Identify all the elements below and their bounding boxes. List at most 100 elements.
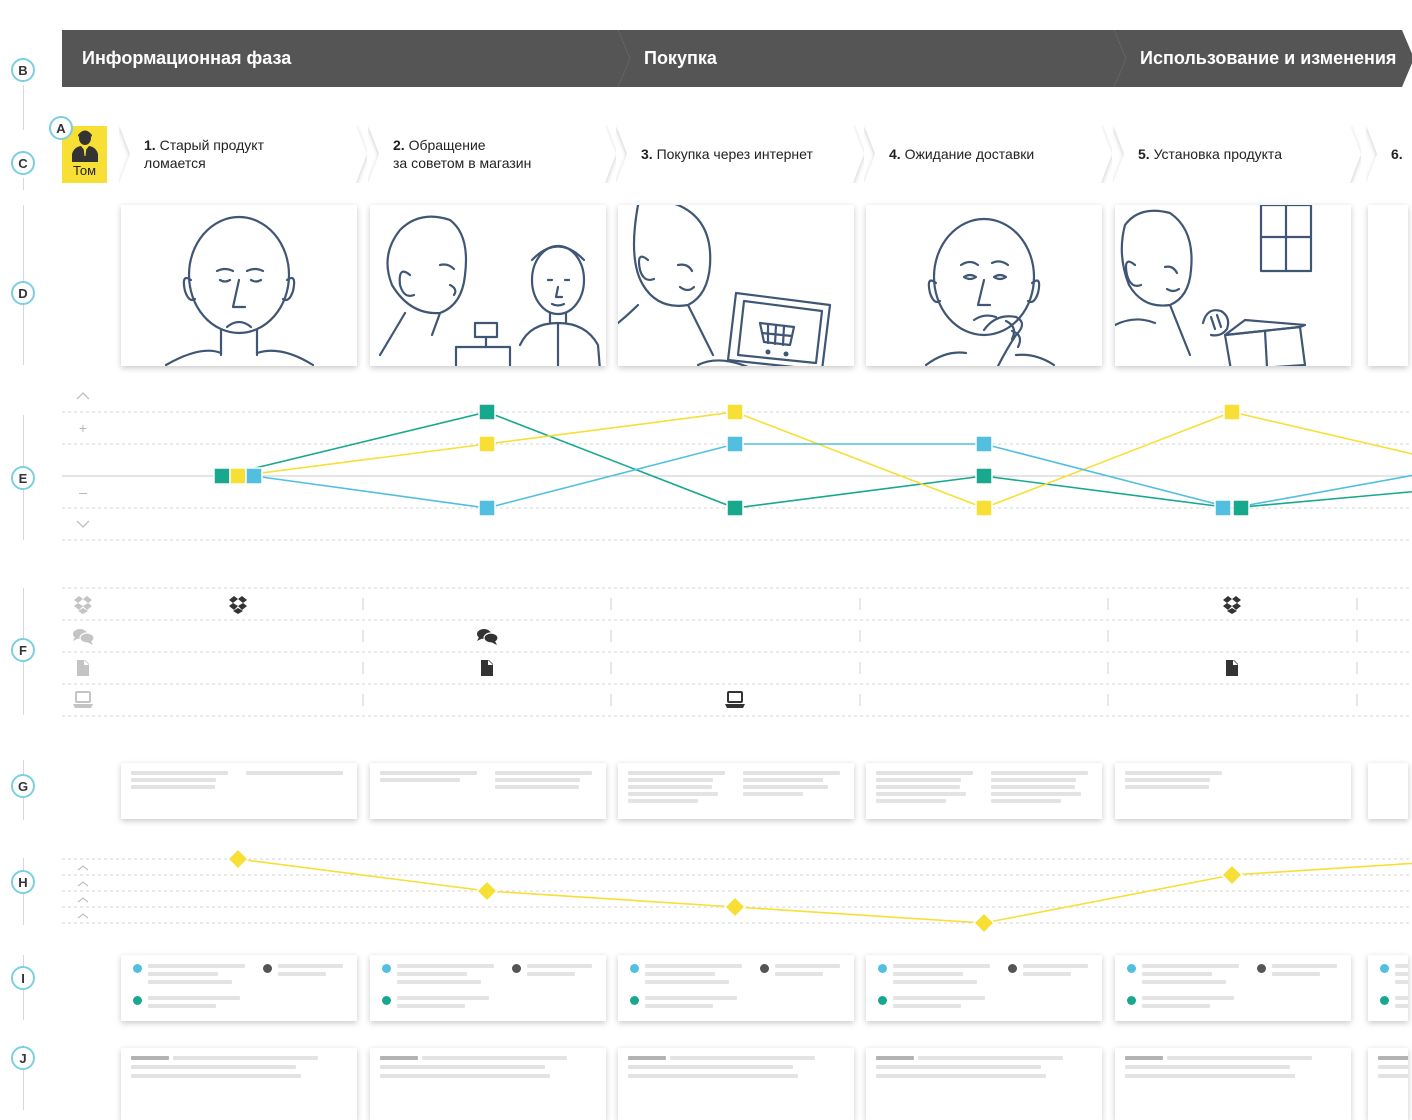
thinking-man-sketch	[924, 217, 1056, 366]
text-placeholder	[628, 1056, 666, 1060]
step-label: Покупка через интернет	[656, 146, 813, 162]
text-placeholder	[1125, 1056, 1163, 1060]
opportunity-card	[618, 1048, 854, 1120]
rating-point	[1220, 863, 1244, 887]
text-placeholder	[775, 972, 823, 976]
step-1: 1. Старый продукт ломается	[119, 125, 367, 183]
stakeholder-card	[618, 955, 854, 1021]
text-placeholder	[991, 785, 1075, 789]
man-unpacking-box-sketch	[1115, 205, 1313, 366]
text-placeholder	[148, 996, 240, 1000]
row-divider-b	[23, 85, 24, 130]
text-placeholder	[1142, 1004, 1210, 1008]
illustration-card	[370, 205, 606, 366]
step-number: 1.	[144, 137, 156, 153]
text-placeholder	[670, 1056, 815, 1060]
step-number: 5.	[1138, 146, 1150, 162]
row-marker-g: G	[11, 774, 35, 798]
text-placeholder	[991, 799, 1061, 803]
step-number: 4.	[889, 146, 901, 162]
chevron-up-icon	[77, 897, 89, 903]
text-placeholder	[645, 972, 715, 976]
text-placeholder	[1378, 1074, 1408, 1078]
opportunity-card	[370, 1048, 606, 1120]
text-placeholder	[1125, 1065, 1290, 1069]
person-suit-icon	[71, 130, 98, 162]
stakeholder-dot	[630, 996, 639, 1005]
emotion-line-blue	[253, 443, 1412, 509]
text-placeholder	[131, 778, 216, 782]
step-label: Обращение за советом в магазин	[393, 137, 532, 171]
text-placeholder	[380, 771, 477, 775]
text-placeholder	[278, 964, 343, 968]
step-title: 4. Ожидание доставки	[889, 145, 1034, 163]
text-placeholder	[397, 964, 494, 968]
stakeholder-card	[1115, 955, 1351, 1021]
stakeholder-dot	[382, 964, 391, 973]
row-marker-f: F	[11, 638, 35, 662]
text-placeholder	[495, 771, 592, 775]
text-placeholder	[991, 792, 1081, 796]
text-placeholder	[743, 771, 840, 775]
step-3: 3. Покупка через интернет	[616, 125, 864, 183]
text-placeholder	[628, 778, 713, 782]
text-placeholder	[397, 980, 481, 984]
text-placeholder	[1395, 980, 1408, 984]
chat-bubbles-icon	[477, 629, 499, 645]
text-placeholder	[876, 771, 973, 775]
text-placeholder	[743, 792, 803, 796]
text-placeholder	[645, 1004, 713, 1008]
text-placeholder	[148, 972, 218, 976]
row-marker-c: C	[11, 151, 35, 175]
emotion-line-teal	[221, 411, 1412, 509]
chevron-down-icon	[76, 520, 90, 528]
rating-point	[226, 847, 250, 871]
text-placeholder	[628, 1065, 793, 1069]
step-label: Ожидание доставки	[904, 146, 1035, 162]
chevron-up-icon	[77, 881, 89, 887]
stakeholder-dot	[1380, 964, 1389, 973]
text-placeholder	[246, 771, 343, 775]
text-placeholder	[1142, 980, 1226, 984]
rating-point	[723, 895, 747, 919]
illustration-card	[121, 205, 357, 366]
row-marker-h: H	[11, 870, 35, 894]
row-marker-e: E	[11, 466, 35, 490]
text-placeholder	[876, 785, 960, 789]
phase-label: Покупка	[644, 48, 717, 68]
stakeholder-card	[1368, 955, 1408, 1021]
text-placeholder	[1023, 964, 1088, 968]
illustration-card	[866, 205, 1102, 366]
opportunity-card	[121, 1048, 357, 1120]
emotion-point-teal	[726, 499, 744, 517]
row-divider-j	[23, 1045, 24, 1110]
text-placeholder	[173, 1056, 318, 1060]
note-card	[1115, 763, 1351, 819]
dropbox-icon	[229, 596, 247, 614]
text-placeholder	[1272, 972, 1320, 976]
illustration-card	[1368, 205, 1408, 366]
chevron-up-icon	[76, 392, 90, 400]
stakeholder-dot	[878, 964, 887, 973]
note-card	[1368, 763, 1408, 819]
note-card	[866, 763, 1102, 819]
stakeholder-dot	[878, 996, 887, 1005]
text-placeholder	[645, 996, 737, 1000]
text-placeholder	[743, 785, 828, 789]
stakeholder-dot	[512, 964, 521, 973]
emotion-point-teal	[213, 467, 231, 485]
text-placeholder	[893, 980, 977, 984]
text-placeholder	[1125, 771, 1222, 775]
text-placeholder	[1395, 996, 1408, 1000]
text-placeholder	[380, 778, 460, 782]
document-icon	[481, 660, 493, 676]
text-placeholder	[527, 964, 592, 968]
emotion-point-blue	[975, 435, 993, 453]
text-placeholder	[1378, 1065, 1408, 1069]
row-marker-a: A	[49, 116, 73, 140]
text-placeholder	[380, 1074, 550, 1078]
stakeholder-dot	[133, 996, 142, 1005]
text-placeholder	[380, 1056, 418, 1060]
